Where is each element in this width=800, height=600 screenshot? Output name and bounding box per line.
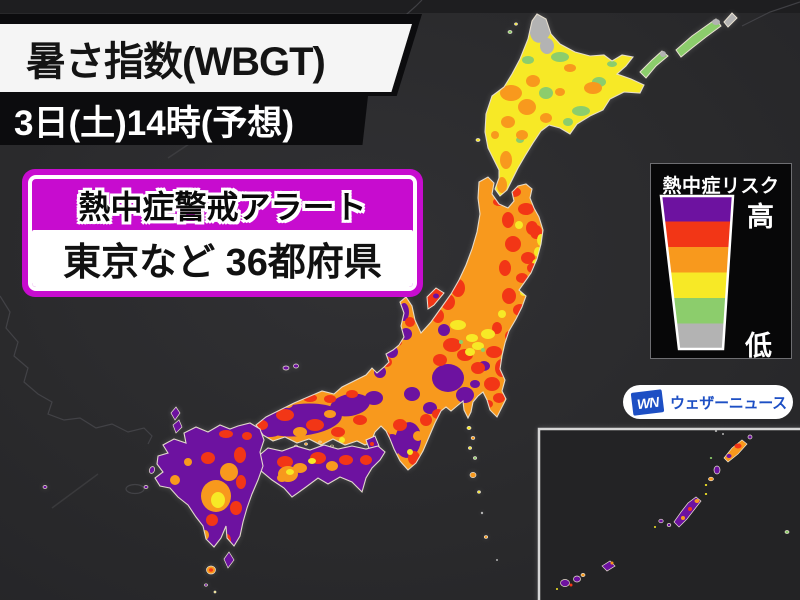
inset-border: [537, 427, 800, 600]
wn-logo-icon: WN: [630, 388, 665, 416]
shikoku-island: [255, 444, 386, 498]
okinawa-inset-map: [537, 427, 800, 600]
top-strip: [0, 0, 800, 13]
alert-title: 熱中症警戒アラート: [78, 188, 367, 225]
sado-island: [426, 287, 445, 310]
oki-islands: [282, 363, 299, 371]
weathernews-logo: WN ウェザーニュース: [623, 385, 793, 419]
legend-high-label: 高: [747, 202, 774, 232]
izu-ogasawara-islands: [466, 426, 498, 561]
heatstroke-alert-box: 熱中症警戒アラート 東京など 36都府県: [22, 169, 423, 297]
honshu-island: [255, 176, 544, 471]
title-banner: 暑さ指数(WBGT): [0, 24, 412, 92]
alert-prefectures: 東京など 36都府県: [32, 230, 413, 287]
legend-low-label: 低: [745, 331, 772, 361]
heatstroke-alert-inner: 熱中症警戒アラート 東京など 36都府県: [28, 175, 417, 291]
risk-legend: 熱中症リスク 高 低: [650, 163, 792, 361]
weathernews-logo-text: ウェザーニュース: [670, 394, 787, 412]
datetime-bar: 3日(土)14時(予想): [0, 96, 368, 145]
yakushima-tanegashima-islands: [204, 551, 235, 594]
hokkaido-island: [475, 13, 645, 197]
page-title: 暑さ指数(WBGT): [26, 40, 326, 84]
kyushu-island: [154, 422, 265, 548]
kuril-islands: [639, 12, 738, 79]
risk-color-scale: [659, 194, 743, 352]
legend-title: 熱中症リスク: [662, 176, 780, 197]
forecast-datetime: 3日(土)14時(予想): [14, 104, 295, 143]
